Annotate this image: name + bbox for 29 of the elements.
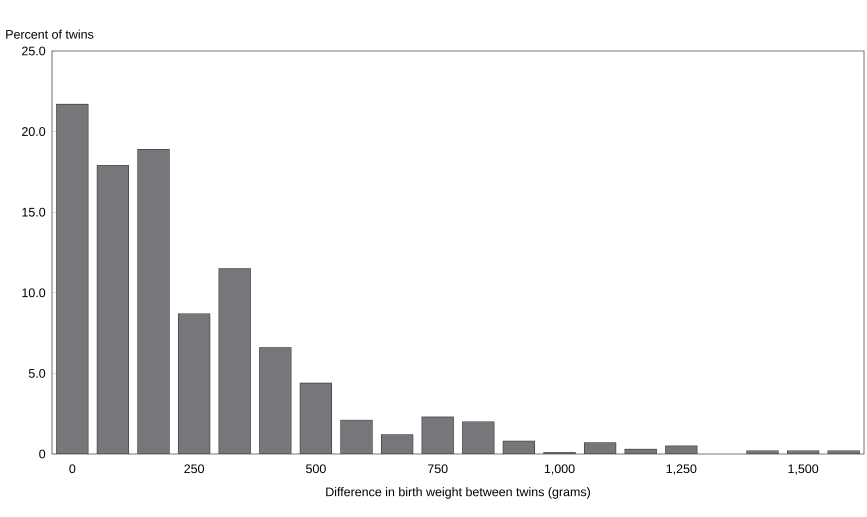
bar xyxy=(584,442,616,454)
bar xyxy=(97,165,129,454)
bar xyxy=(422,416,454,454)
bar xyxy=(665,446,698,454)
x-tick-label: 1,500 xyxy=(788,464,818,475)
y-tick-label: 15.0 xyxy=(22,208,46,217)
bar xyxy=(503,441,535,454)
bar xyxy=(56,104,88,454)
y-tick-label: 5.0 xyxy=(28,368,46,378)
bar xyxy=(340,420,372,454)
x-axis-title: Difference in birth weight between twins (grams) xyxy=(326,487,590,499)
bar xyxy=(259,348,292,454)
x-tick-label: 500 xyxy=(306,464,326,474)
x-tick-label: 0 xyxy=(69,464,76,474)
bar xyxy=(138,149,170,454)
bar xyxy=(178,314,210,454)
bar xyxy=(218,268,251,454)
x-tick-label: 1,000 xyxy=(544,464,575,475)
y-tick-label: 25.0 xyxy=(22,46,46,56)
bar xyxy=(462,422,494,454)
y-tick-label: 0 xyxy=(39,450,46,458)
x-tick-label: 750 xyxy=(428,464,448,474)
bar xyxy=(381,434,413,454)
y-tick-label: 10.0 xyxy=(22,288,46,298)
y-tick-label: 20.0 xyxy=(22,127,46,136)
bar xyxy=(300,383,332,454)
y-axis-title: Percent of twins xyxy=(6,30,94,39)
x-tick-label: 1,250 xyxy=(666,464,696,475)
x-tick-label: 250 xyxy=(184,464,204,474)
